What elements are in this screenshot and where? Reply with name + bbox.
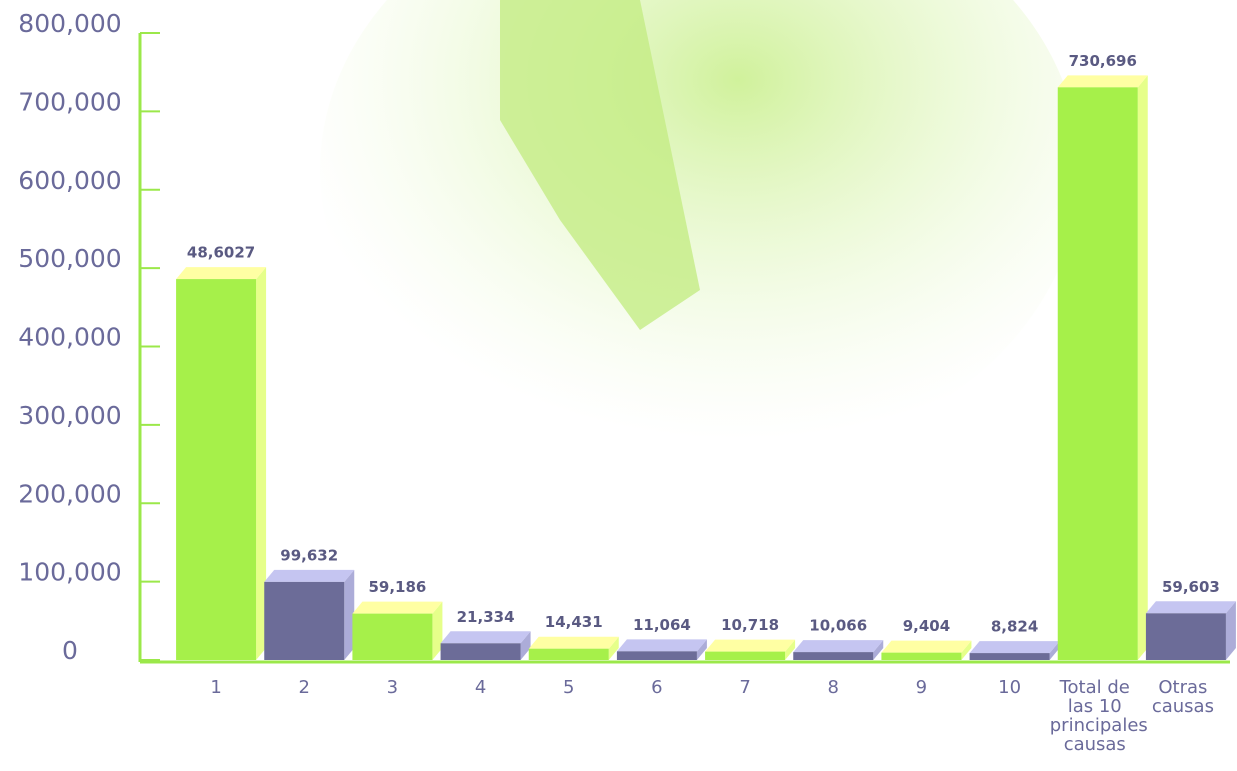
x-tick-label: 10 xyxy=(962,678,1058,697)
bar-top xyxy=(793,640,883,652)
x-tick-label: 5 xyxy=(521,678,617,697)
x-tick-label: 8 xyxy=(785,678,881,697)
x-tick-label: 4 xyxy=(433,678,529,697)
bar-top xyxy=(176,267,266,279)
background-decoration xyxy=(320,0,1080,470)
y-tick-label: 300,000 xyxy=(18,401,121,430)
bar-top xyxy=(264,570,354,582)
x-tick-label: 6 xyxy=(609,678,705,697)
value-label: 21,334 xyxy=(457,608,515,626)
bar xyxy=(352,614,432,660)
x-tick-label: 3 xyxy=(344,678,440,697)
value-label: 59,603 xyxy=(1162,578,1220,596)
y-tick-label: 0 xyxy=(62,636,78,665)
bar-top xyxy=(1146,601,1236,613)
value-label: 10,718 xyxy=(721,616,779,634)
bar xyxy=(176,279,256,660)
y-tick-label: 700,000 xyxy=(18,87,121,116)
bar-top xyxy=(529,637,619,649)
y-tick-label: 400,000 xyxy=(18,323,121,352)
value-label: 730,696 xyxy=(1069,52,1137,70)
value-label: 8,824 xyxy=(991,618,1038,636)
x-tick-label: 7 xyxy=(697,678,793,697)
bar xyxy=(705,652,785,660)
value-label: 14,431 xyxy=(545,613,603,631)
value-label: 48,6027 xyxy=(187,244,255,262)
x-tick-label: 2 xyxy=(256,678,352,697)
y-tick-label: 800,000 xyxy=(18,9,121,38)
bar xyxy=(881,653,961,660)
bar xyxy=(1058,87,1138,660)
bar-side xyxy=(1138,75,1148,660)
chart: 0 100,000 200,000 300,000 400,000 500,000 600,… xyxy=(0,0,1237,771)
value-label: 10,066 xyxy=(809,617,867,635)
bar xyxy=(441,643,521,660)
y-tick-label: 200,000 xyxy=(18,479,121,508)
x-tick-label: Otras causas xyxy=(1138,678,1228,716)
value-label: 11,064 xyxy=(633,616,691,634)
x-tick-label: 1 xyxy=(168,678,264,697)
bar-top xyxy=(617,639,707,651)
bar-top xyxy=(441,631,531,643)
bar xyxy=(617,651,697,660)
x-tick-label: Total de las 10 principales causas xyxy=(1050,678,1140,754)
bar-top xyxy=(970,641,1060,653)
value-label: 99,632 xyxy=(280,546,338,564)
chart-page: 0 100,000 200,000 300,000 400,000 500,000 600,… xyxy=(0,0,1237,771)
value-label: 59,186 xyxy=(368,578,426,596)
x-tick-label: 9 xyxy=(873,678,969,697)
bar-top xyxy=(352,602,442,614)
bar xyxy=(970,653,1050,660)
y-tick-label: 100,000 xyxy=(18,558,121,587)
bar xyxy=(264,582,344,660)
bar xyxy=(529,649,609,660)
bar-top xyxy=(1058,75,1148,87)
bar xyxy=(793,652,873,660)
bar-top xyxy=(705,640,795,652)
y-tick-label: 600,000 xyxy=(18,166,121,195)
bar xyxy=(1146,613,1226,660)
value-label: 9,404 xyxy=(903,617,950,635)
bar-top xyxy=(881,641,971,653)
y-tick-label: 500,000 xyxy=(18,244,121,273)
